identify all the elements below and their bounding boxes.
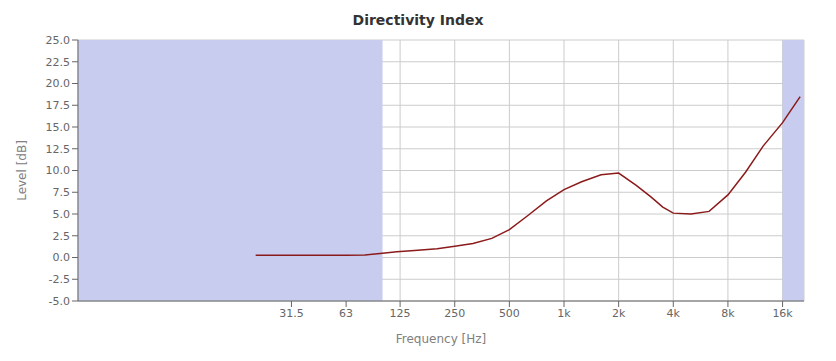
svg-text:25.0: 25.0 [46,34,71,47]
svg-text:1k: 1k [557,307,571,320]
svg-text:63: 63 [339,307,353,320]
svg-text:Level [dB]: Level [dB] [15,140,29,201]
svg-text:2k: 2k [612,307,626,320]
svg-text:4k: 4k [667,307,681,320]
svg-text:0.0: 0.0 [53,251,71,264]
svg-text:-2.5: -2.5 [49,273,70,286]
svg-text:22.5: 22.5 [46,56,71,69]
svg-text:17.5: 17.5 [46,99,71,112]
svg-text:12.5: 12.5 [46,143,71,156]
svg-text:8k: 8k [721,307,735,320]
svg-text:2.5: 2.5 [53,230,71,243]
svg-text:250: 250 [444,307,465,320]
svg-text:7.5: 7.5 [53,186,71,199]
svg-text:16k: 16k [772,307,793,320]
svg-text:-5.0: -5.0 [49,295,70,308]
svg-text:20.0: 20.0 [46,77,71,90]
svg-text:15.0: 15.0 [46,121,71,134]
svg-text:125: 125 [390,307,411,320]
svg-text:500: 500 [499,307,520,320]
svg-text:31.5: 31.5 [279,307,304,320]
html-text:Directivity Index: Directivity Index [352,12,484,28]
svg-text:10.0: 10.0 [46,164,71,177]
svg-text:Frequency [Hz]: Frequency [Hz] [396,332,487,346]
svg-text:5.0: 5.0 [53,208,71,221]
